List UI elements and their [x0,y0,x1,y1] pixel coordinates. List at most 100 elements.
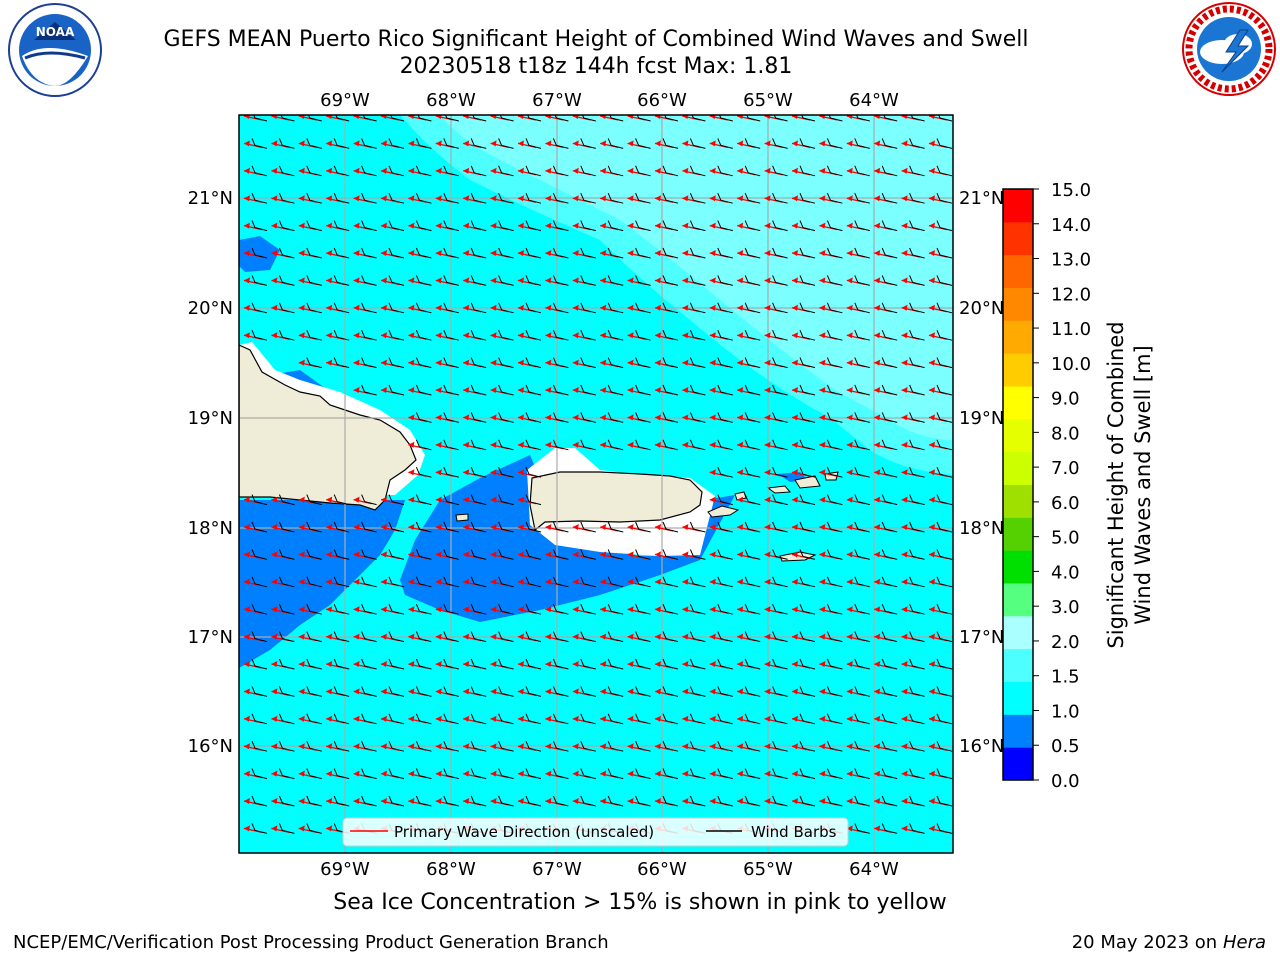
vector-glyph [545,115,569,122]
vector-glyph [490,494,514,506]
vector-glyph [819,549,843,560]
colorbar-segment [1003,221,1033,256]
vector-glyph [326,330,350,341]
vector-glyph [737,521,761,533]
vector-glyph [682,357,706,369]
vector-glyph [545,275,569,286]
vector-glyph [326,631,350,643]
vector-glyph [846,247,870,259]
vector-glyph [846,658,870,670]
vector-glyph [874,521,898,533]
vector-glyph [709,247,733,259]
vector-glyph [901,247,925,259]
vector-glyph [380,795,405,807]
colorbar-segment [1003,287,1033,321]
vector-glyph [764,247,788,259]
vector-glyph [874,247,898,259]
vector-glyph [874,631,898,643]
vector-glyph [874,357,898,369]
vector-glyph [709,439,733,451]
vector-glyph [654,686,679,697]
colorbar-tick-label: 0.0 [1051,771,1080,792]
vector-glyph [627,686,651,697]
vector-glyph [435,768,459,780]
vector-glyph [600,275,624,286]
colorbar-tick-label: 12.0 [1051,284,1091,305]
vector-glyph [243,247,268,259]
vector-glyph [627,795,651,807]
vector-glyph [298,686,322,697]
vector-glyph [380,247,405,259]
colorbar-tick-label: 8.0 [1051,423,1080,444]
vector-glyph [600,115,624,122]
vector-glyph [490,384,514,396]
vector-glyph [654,220,679,232]
vector-glyph [682,686,706,697]
vector-glyph [901,220,925,232]
colorbar-segment [1003,747,1033,781]
vector-glyph [545,193,569,204]
vector-glyph [353,165,377,177]
vector-glyph [435,713,459,725]
vector-glyph [654,115,679,122]
vector-glyph [709,576,733,588]
vector-glyph [517,549,542,560]
vector-glyph [928,823,953,834]
vector-glyph [627,631,651,643]
vector-glyph [517,193,542,204]
vector-glyph [627,357,651,369]
vector-glyph [737,549,761,560]
vector-glyph [600,686,624,697]
vector-glyph [819,686,843,697]
vector-glyph [435,330,459,341]
vector-glyph [654,247,679,259]
vector-glyph [928,439,953,451]
vector-glyph [819,604,843,615]
vector-glyph [791,549,816,560]
lat-label-right: 21°N [959,188,1004,209]
lon-label-top: 68°W [426,90,476,111]
vector-glyph [901,193,925,204]
vector-glyph [764,193,788,204]
vector-glyph [654,193,679,204]
vector-glyph [572,357,596,369]
vector-glyph [271,823,295,834]
vector-glyph [271,631,295,643]
colorbar-segment [1003,517,1033,551]
vector-glyph [600,193,624,204]
vector-glyph [654,768,679,780]
vector-glyph [737,658,761,670]
vector-glyph [463,521,487,533]
vector-glyph [243,494,268,506]
vector-glyph [764,330,788,341]
vector-glyph [764,138,788,149]
vector-glyph [819,330,843,341]
vector-glyph [326,713,350,725]
map-legend: Primary Wave Direction (unscaled) Wind B… [342,817,849,847]
vector-glyph [600,330,624,341]
vector-glyph [928,302,953,314]
vector-glyph [435,631,459,643]
lon-label-bottom: 68°W [426,859,476,880]
vector-glyph [600,576,624,588]
vector-glyph [682,576,706,588]
colorbar-tick-label: 10.0 [1051,354,1091,375]
vector-glyph [846,439,870,451]
vector-glyph [298,138,322,149]
vector-glyph [928,549,953,560]
vector-glyph [572,576,596,588]
vector-glyph [600,357,624,369]
vector-glyph [819,115,843,122]
vector-glyph [819,658,843,670]
vector-glyph [243,631,268,643]
vector-glyph [545,658,569,670]
vector-glyph [463,604,487,615]
vector-glyph [928,384,953,396]
vector-glyph [271,494,295,506]
vector-glyph [819,521,843,533]
lat-label-right: 16°N [959,736,1004,757]
vector-glyph [380,330,405,341]
vector-glyph [463,795,487,807]
vector-glyph [709,384,733,396]
vector-glyph [490,138,514,149]
